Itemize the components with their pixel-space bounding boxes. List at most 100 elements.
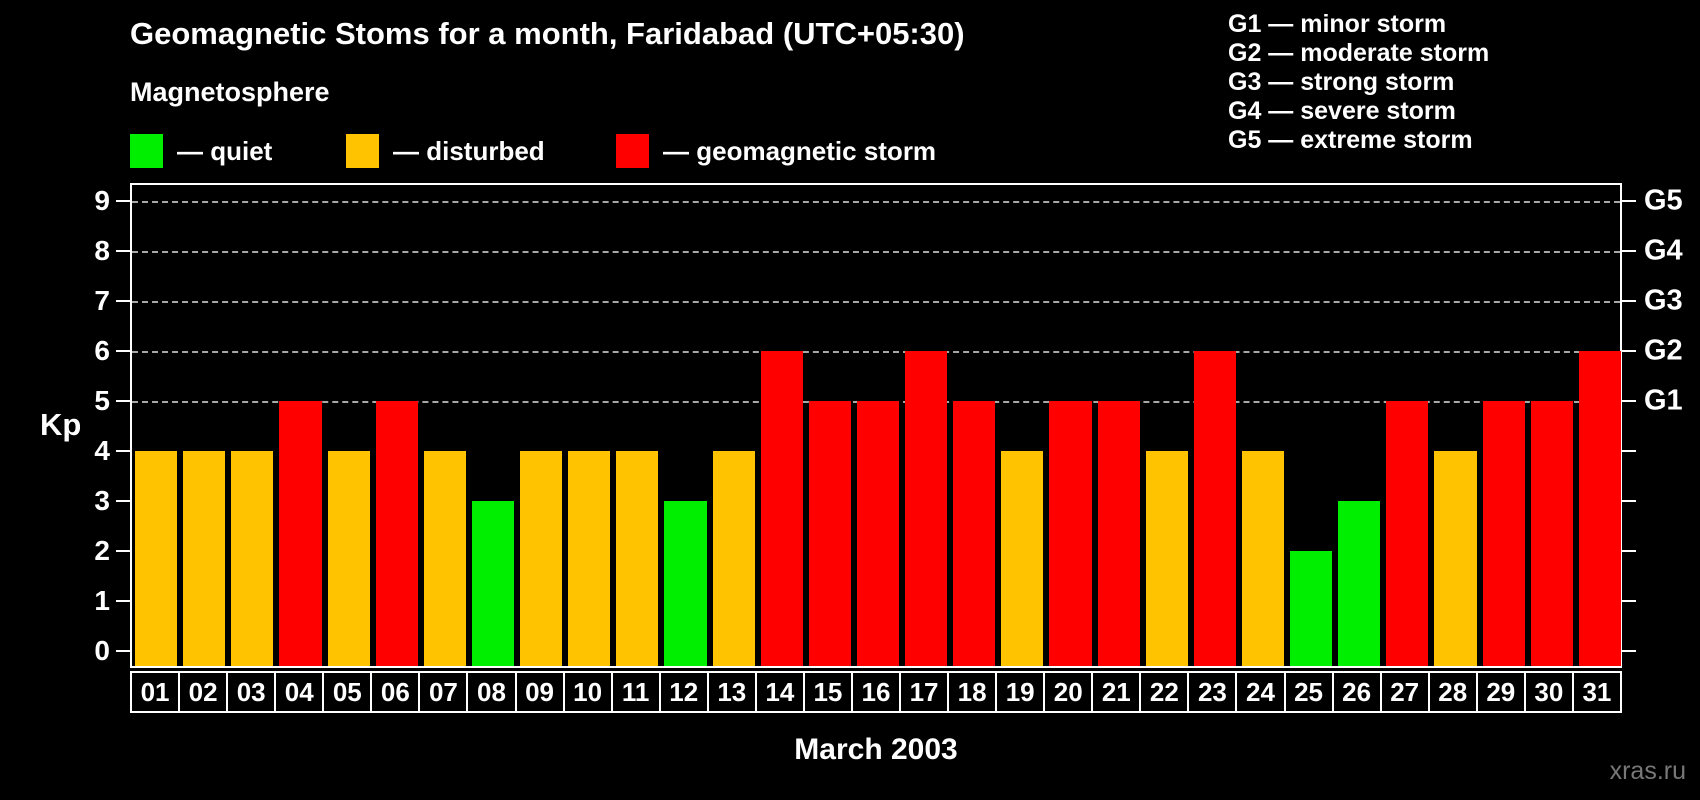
y-axis-label: Kp (40, 407, 82, 442)
g-scale-label-g4: G4 (1644, 234, 1683, 267)
bar-day-13 (713, 451, 755, 666)
day-label-07: 07 (418, 671, 469, 713)
right-tick-4 (1622, 450, 1636, 452)
chart-title: Geomagnetic Stoms for a month, Faridabad… (130, 16, 965, 51)
day-label-12: 12 (658, 671, 709, 713)
bar-day-01 (135, 451, 177, 666)
bar-day-21 (1098, 401, 1140, 666)
day-label-08: 08 (466, 671, 517, 713)
bar-day-06 (376, 401, 418, 666)
day-label-28: 28 (1427, 671, 1478, 713)
day-label-16: 16 (850, 671, 901, 713)
bar-day-10 (568, 451, 610, 666)
day-label-06: 06 (370, 671, 421, 713)
day-label-11: 11 (610, 671, 661, 713)
left-tick-8 (116, 250, 130, 252)
gridline-kp-7 (132, 301, 1620, 303)
gridline-kp-6 (132, 351, 1620, 353)
y-tick-label-0: 0 (94, 635, 110, 666)
day-label-21: 21 (1091, 671, 1142, 713)
right-tick-2 (1622, 550, 1636, 552)
left-tick-2 (116, 550, 130, 552)
y-tick-label-5: 5 (94, 385, 110, 416)
left-tick-5 (116, 400, 130, 402)
bar-day-26 (1338, 501, 1380, 666)
day-label-30: 30 (1523, 671, 1574, 713)
y-tick-label-9: 9 (94, 185, 110, 216)
plot-area (130, 183, 1622, 668)
magnetosphere-label: Magnetosphere (130, 77, 330, 107)
bar-day-04 (279, 401, 322, 666)
day-label-15: 15 (802, 671, 853, 713)
legend-swatch-disturbed (346, 134, 379, 168)
day-label-01: 01 (130, 671, 181, 713)
day-label-24: 24 (1235, 671, 1286, 713)
legend-swatch-quiet (130, 134, 163, 168)
y-tick-label-2: 2 (94, 535, 110, 566)
gridline-kp-9 (132, 201, 1620, 203)
bar-day-20 (1049, 401, 1092, 666)
y-tick-label-8: 8 (94, 235, 110, 266)
bar-day-14 (761, 351, 803, 666)
bar-day-30 (1531, 401, 1573, 666)
day-label-26: 26 (1331, 671, 1382, 713)
left-tick-4 (116, 450, 130, 452)
bar-day-02 (183, 451, 225, 666)
bar-day-17 (905, 351, 947, 666)
bar-day-11 (616, 451, 658, 666)
right-tick-5 (1622, 400, 1636, 402)
left-tick-6 (116, 350, 130, 352)
gridline-kp-8 (132, 251, 1620, 253)
day-label-02: 02 (178, 671, 229, 713)
day-label-19: 19 (995, 671, 1046, 713)
g-scale-label-g2: G2 (1644, 334, 1683, 367)
bar-day-31 (1579, 351, 1621, 666)
right-tick-0 (1622, 650, 1636, 652)
bar-day-05 (328, 451, 370, 666)
day-label-04: 04 (274, 671, 325, 713)
bar-day-16 (857, 401, 899, 666)
legend-label-storm: — geomagnetic storm (663, 135, 937, 166)
right-tick-7 (1622, 300, 1636, 302)
bar-day-09 (520, 451, 562, 666)
day-label-18: 18 (947, 671, 998, 713)
storm-scale-line-g3: G3 — strong storm (1228, 68, 1455, 96)
day-label-14: 14 (754, 671, 805, 713)
y-tick-label-3: 3 (94, 485, 110, 516)
bar-day-19 (1001, 451, 1043, 666)
legend-label-quiet: — quiet (177, 135, 273, 166)
bar-day-25 (1290, 551, 1332, 666)
g-scale-label-g5: G5 (1644, 184, 1683, 217)
day-label-03: 03 (226, 671, 277, 713)
bar-day-23 (1194, 351, 1236, 666)
right-tick-9 (1622, 200, 1636, 202)
day-label-10: 10 (562, 671, 613, 713)
legend-item-disturbed: — disturbed (346, 133, 545, 169)
storm-scale-line-g2: G2 — moderate storm (1228, 39, 1490, 67)
watermark: xras.ru (1609, 757, 1686, 785)
bar-day-12 (664, 501, 707, 666)
bar-day-03 (231, 451, 273, 666)
right-tick-1 (1622, 600, 1636, 602)
left-tick-7 (116, 300, 130, 302)
day-label-05: 05 (322, 671, 373, 713)
day-label-20: 20 (1043, 671, 1094, 713)
bar-day-08 (472, 501, 514, 666)
day-label-27: 27 (1379, 671, 1430, 713)
legend-item-storm: — geomagnetic storm (616, 133, 936, 169)
g-scale-label-g3: G3 (1644, 284, 1683, 317)
left-tick-9 (116, 200, 130, 202)
day-label-17: 17 (899, 671, 950, 713)
day-label-31: 31 (1571, 671, 1622, 713)
storm-scale-line-g1: G1 — minor storm (1228, 10, 1447, 38)
y-tick-label-1: 1 (94, 585, 110, 616)
legend-label-disturbed: — disturbed (393, 135, 545, 166)
legend-item-quiet: — quiet (130, 133, 272, 169)
right-tick-6 (1622, 350, 1636, 352)
g-scale-label-g1: G1 (1644, 384, 1683, 417)
left-tick-3 (116, 500, 130, 502)
bar-day-07 (424, 451, 466, 666)
day-label-13: 13 (706, 671, 757, 713)
day-label-09: 09 (514, 671, 565, 713)
